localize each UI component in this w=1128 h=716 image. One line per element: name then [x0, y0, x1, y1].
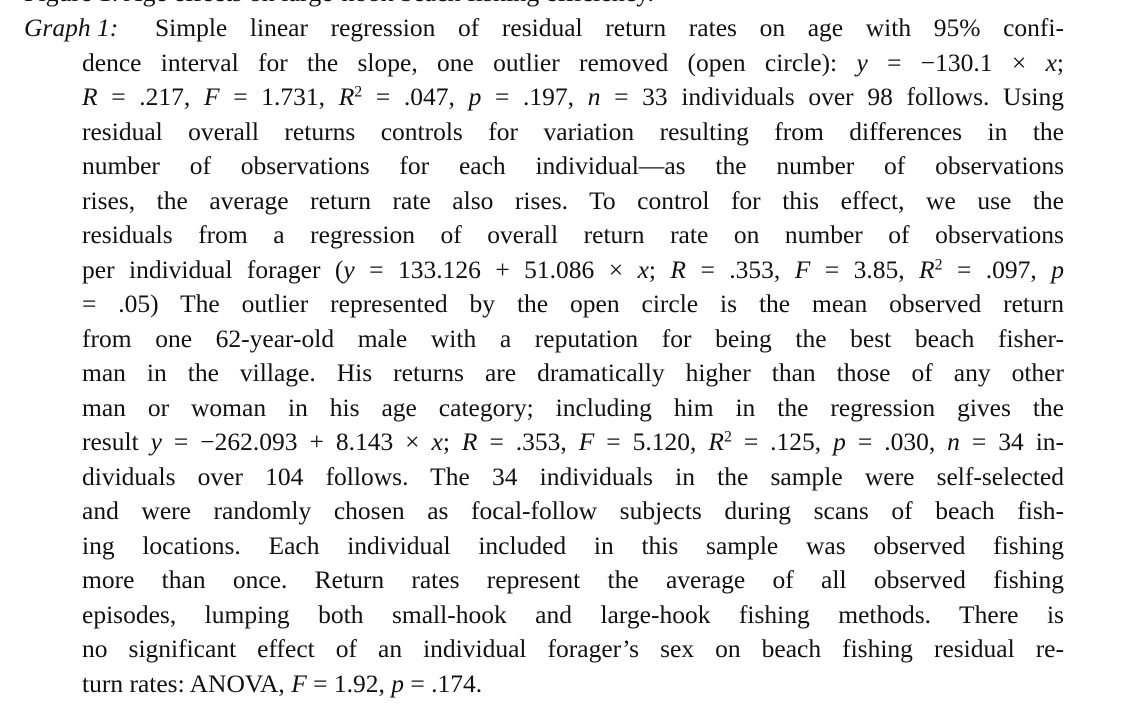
text: per individual forager (: [82, 254, 344, 284]
caption-line: Graph 1: Simple linear regression of resi…: [24, 11, 1064, 46]
text: dividuals over 104 follows. The 34 indiv…: [82, 461, 1064, 491]
text: turn rates: ANOVA,: [82, 668, 292, 698]
text: = .353,: [477, 427, 579, 456]
variable: n: [947, 427, 960, 456]
caption-line: dence interval for the slope, one outlie…: [82, 46, 1064, 81]
caption-line: ing locations. Each individual included …: [82, 529, 1064, 564]
text: ing locations. Each individual included …: [82, 530, 1064, 560]
text: residuals from a regression of overall r…: [82, 220, 1064, 249]
caption-line: per individual forager (y = 133.126 + 51…: [82, 253, 1064, 288]
text: Simple linear regression of residual ret…: [155, 13, 1064, 42]
text: = 33 individuals over 98 follows. Using: [600, 82, 1064, 111]
text: episodes, lumping both small-hook and la…: [82, 599, 1064, 629]
text: = .353,: [686, 254, 795, 284]
text: = −130.1 ×: [867, 47, 1046, 77]
text: = −262.093 + 8.143 ×: [161, 427, 432, 456]
caption-line: number of observations for each individu…: [82, 149, 1064, 184]
caption-label: Graph 1:: [24, 13, 119, 42]
caption-line: more than once. Return rates represent t…: [82, 563, 1064, 598]
variable: n: [587, 82, 601, 111]
variable: F: [203, 82, 220, 111]
text: ;: [648, 254, 671, 284]
variable: p: [833, 427, 846, 456]
text: and were randomly chosen as focal-follow…: [82, 496, 1064, 525]
text: = .125,: [731, 427, 834, 456]
text: more than once. Return rates represent t…: [82, 565, 1064, 594]
caption-line: and were randomly chosen as focal-follow…: [82, 494, 1064, 529]
text: man or woman in his age category; includ…: [82, 392, 1064, 422]
text: = 34 in-: [959, 427, 1064, 456]
variable: p: [1051, 254, 1064, 284]
superscript: 2: [354, 83, 363, 101]
caption-line: R = .217, F = 1.731, R2 = .047, p = .197…: [82, 80, 1064, 115]
caption-line: episodes, lumping both small-hook and la…: [82, 598, 1064, 633]
text: = .047,: [362, 82, 469, 111]
text: = 3.85,: [810, 254, 920, 284]
variable: y: [343, 254, 355, 284]
text: = .197,: [481, 82, 588, 111]
text: = .217,: [97, 82, 204, 111]
text: from one 62-year-old male with a reputat…: [82, 323, 1064, 353]
caption-line: dividuals over 104 follows. The 34 indiv…: [82, 460, 1064, 495]
variable: p: [391, 668, 405, 698]
variable: R: [338, 82, 355, 111]
variable: R: [82, 82, 98, 111]
text: = 1.92,: [306, 668, 392, 698]
variable: y: [150, 427, 162, 456]
text: result: [82, 427, 151, 456]
text: dence interval for the slope, one outlie…: [82, 47, 857, 77]
text: no significant effect of an individual f…: [82, 634, 1064, 663]
variable: y: [856, 47, 868, 77]
superscript: 2: [723, 428, 732, 446]
variable: R: [461, 427, 478, 456]
caption-line: result y = −262.093 + 8.143 × x; R = .35…: [82, 425, 1064, 460]
variable: F: [794, 254, 811, 284]
text: ;: [442, 427, 462, 456]
variable: F: [578, 427, 595, 456]
caption-line: residuals from a regression of overall r…: [82, 218, 1064, 253]
text: = 1.731,: [219, 82, 339, 111]
text: = .030,: [845, 427, 948, 456]
text: = .174.: [404, 668, 483, 698]
variable: R: [708, 427, 724, 456]
superscript: 2: [934, 255, 943, 273]
caption-line: rises, the average return rate also rise…: [82, 184, 1064, 219]
caption-line: no significant effect of an individual f…: [82, 632, 1064, 667]
variable: F: [291, 668, 307, 698]
variable: R: [919, 254, 935, 284]
variable: x: [1045, 47, 1057, 77]
caption-line: from one 62-year-old male with a reputat…: [82, 322, 1064, 357]
text: = 133.126 + 51.086 ×: [354, 254, 638, 284]
text: = .05) The outlier represented by the op…: [82, 289, 1064, 318]
caption-line: man in the village. His returns are dram…: [82, 356, 1064, 391]
text: = 5.120,: [594, 427, 709, 456]
text: residual overall returns controls for va…: [82, 116, 1064, 146]
variable: x: [637, 254, 649, 284]
text: man in the village. His returns are dram…: [82, 358, 1064, 387]
text: ;: [1056, 47, 1064, 77]
caption: Graph 1: Simple linear regression of resi…: [24, 11, 1064, 702]
text: = .097,: [942, 254, 1052, 284]
variable: R: [670, 254, 686, 284]
caption-line: turn rates: ANOVA, F = 1.92, p = .174.: [82, 667, 1064, 702]
text: number of observations for each individu…: [82, 151, 1064, 180]
variable: p: [468, 82, 482, 111]
variable: x: [431, 427, 443, 456]
figure-title: Figure 1: Age effects on large-hook beac…: [24, 0, 654, 11]
caption-line: = .05) The outlier represented by the op…: [82, 287, 1064, 322]
caption-line: man or woman in his age category; includ…: [82, 391, 1064, 426]
text: rises, the average return rate also rise…: [82, 185, 1064, 215]
caption-line: residual overall returns controls for va…: [82, 115, 1064, 150]
